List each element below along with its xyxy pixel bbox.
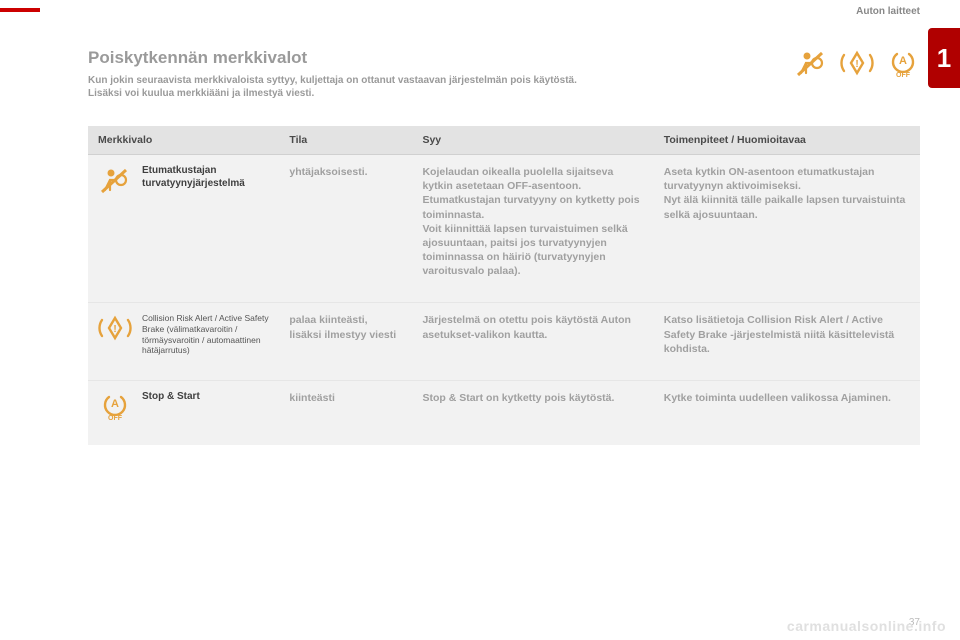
- svg-text:OFF: OFF: [896, 72, 911, 78]
- airbag-off-icon: [98, 165, 132, 195]
- col-header-state: Tila: [279, 126, 412, 155]
- header-icons: ! A OFF: [794, 48, 920, 78]
- svg-text:A: A: [111, 398, 119, 410]
- stop-start-off-icon: A OFF: [98, 391, 132, 421]
- chapter-number: 1: [937, 43, 951, 74]
- indicator-cell: ! Collision Risk Alert / Active Safety B…: [88, 303, 279, 381]
- topbar: Auton laitteet: [0, 0, 960, 20]
- cause-cell: Kojelaudan oikealla puolella sijaitseva …: [412, 155, 653, 303]
- intro-line-2: Lisäksi voi kuulua merkkiääni ja ilmesty…: [88, 87, 708, 100]
- cause-cell: Järjestelmä on otettu pois käytöstä Auto…: [412, 303, 653, 381]
- svg-text:!: !: [113, 324, 116, 335]
- content-area: Poiskytkennän merkkivalot Kun jokin seur…: [88, 48, 920, 445]
- state-cell: kiinteästi: [279, 380, 412, 445]
- indicator-label: Etumatkustajan turvatyynyjärjestelmä: [142, 165, 269, 190]
- col-header-action: Toimenpiteet / Huomioitavaa: [654, 126, 920, 155]
- table-header-row: Merkkivalo Tila Syy Toimenpiteet / Huomi…: [88, 126, 920, 155]
- table-row: Etumatkustajan turvatyynyjärjestelmä yht…: [88, 155, 920, 303]
- stop-start-off-icon: A OFF: [886, 48, 920, 78]
- action-cell: Katso lisätietoja Collision Risk Alert /…: [654, 303, 920, 381]
- action-cell: Kytke toiminta uudelleen valikossa Ajami…: [654, 380, 920, 445]
- airbag-off-icon: [794, 48, 828, 78]
- col-header-cause: Syy: [412, 126, 653, 155]
- intro-line-1: Kun jokin seuraavista merkkivaloista syt…: [88, 74, 708, 87]
- collision-off-icon: !: [98, 313, 132, 343]
- cause-cell: Stop & Start on kytketty pois käytöstä.: [412, 380, 653, 445]
- indicator-cell: A OFF Stop & Start: [88, 380, 279, 445]
- collision-off-icon: !: [840, 48, 874, 78]
- chapter-tab: 1: [928, 28, 960, 88]
- page-root: Auton laitteet 1 Poiskytkennän merkkival…: [0, 0, 960, 640]
- svg-text:!: !: [855, 59, 858, 70]
- svg-text:OFF: OFF: [108, 415, 123, 421]
- section-label: Auton laitteet: [856, 6, 920, 17]
- table-row: A OFF Stop & Start kiinteästi Stop & Sta…: [88, 380, 920, 445]
- state-cell: palaa kiinteästi, lisäksi ilmestyy viest…: [279, 303, 412, 381]
- indicator-cell: Etumatkustajan turvatyynyjärjestelmä: [88, 155, 279, 303]
- footer-url: carmanualsonline.info: [787, 618, 946, 634]
- col-header-indicator: Merkkivalo: [88, 126, 279, 155]
- indicator-label: Stop & Start: [142, 391, 200, 404]
- table-row: ! Collision Risk Alert / Active Safety B…: [88, 303, 920, 381]
- state-cell: yhtäjaksoisesti.: [279, 155, 412, 303]
- action-cell: Aseta kytkin ON-asentoon etumatkustajan …: [654, 155, 920, 303]
- indicator-label: Collision Risk Alert / Active Safety Bra…: [142, 313, 269, 356]
- intro-text: Kun jokin seuraavista merkkivaloista syt…: [88, 74, 708, 100]
- accent-strip: [0, 8, 40, 12]
- indicator-table: Merkkivalo Tila Syy Toimenpiteet / Huomi…: [88, 126, 920, 445]
- svg-text:A: A: [899, 55, 907, 67]
